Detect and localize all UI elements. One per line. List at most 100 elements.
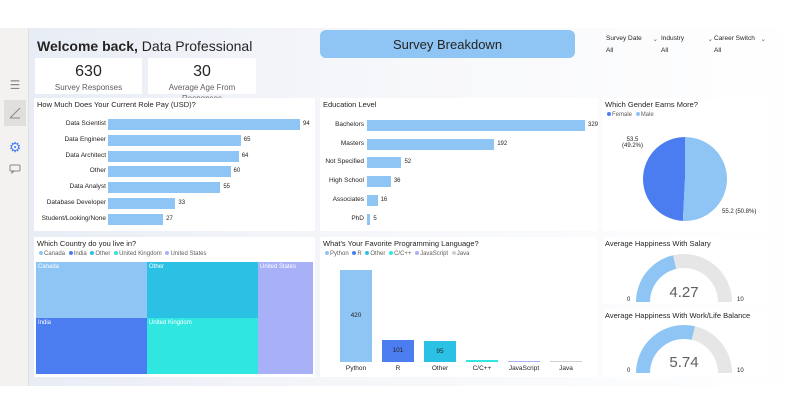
kpi-average-age: 30 Average Age From Responses (148, 58, 256, 103)
report-view-icon[interactable] (4, 100, 26, 126)
legend-dot (352, 251, 357, 256)
bar (108, 213, 164, 225)
bar-value-label: 60 (233, 168, 241, 175)
column-value-label: 95 (436, 347, 444, 355)
bar-category-label: Not Specified (325, 158, 364, 166)
bar-value-label: 5 (373, 215, 377, 222)
legend-dot (90, 251, 95, 256)
gauge-value: 5.74 (669, 354, 699, 371)
bar-category-label: High School (328, 177, 364, 185)
column-bar (340, 270, 372, 362)
bar-category-label: Data Architect (65, 151, 106, 159)
gauge-min: 0 (627, 297, 631, 303)
chart-title: How Much Does Your Current Role Pay (USD… (37, 100, 196, 109)
kpi-value: 30 (193, 63, 211, 80)
legend-dot (325, 251, 329, 256)
chart-legend: Canada India Other United Kingdom United… (37, 251, 206, 257)
bar (108, 182, 221, 194)
column-category-label: Other (431, 365, 449, 372)
legend-dot (365, 251, 370, 256)
bar-value-label: 27 (166, 215, 173, 222)
happiness-salary-gauge (636, 254, 732, 302)
bar (108, 119, 300, 130)
bar (367, 157, 402, 169)
legend-dot (635, 112, 640, 117)
pie-slice-female[interactable] (643, 137, 685, 221)
chart-title: Which Country do you live in? (37, 239, 137, 248)
column-value-label: 420 (350, 312, 362, 319)
nav-rail: ☰ ⚙ (0, 28, 29, 386)
chevron-down-icon: ⌄ (652, 36, 658, 43)
bar-value-label: 52 (404, 159, 412, 166)
bar-category-label: PhD (351, 214, 364, 222)
happiness-salary-card[interactable]: Average Happiness With Salary (602, 237, 768, 304)
gauge-min: 0 (627, 368, 631, 374)
kpi-value: 630 (75, 63, 102, 80)
gauge-track (673, 254, 732, 302)
bar-category-label: Student/Looking/None (41, 214, 106, 222)
column-category-label: JavaScript (508, 365, 540, 372)
bar-category-label: Masters (340, 139, 364, 147)
treemap-tile-other[interactable]: Other (147, 262, 258, 318)
chart-title: What's Your Favorite Programming Languag… (323, 239, 479, 248)
legend-dot (389, 251, 394, 256)
happiness-wlb-card[interactable]: Average Happiness With Work/Life Balance (602, 309, 768, 377)
legend-dot (165, 251, 170, 256)
bar-category-label: Bachelors (335, 121, 364, 128)
bar-value-label: 64 (241, 152, 249, 159)
pie-label-female: 53.5 (49.2%) (622, 137, 644, 149)
menu-icon[interactable]: ☰ (9, 78, 21, 92)
treemap-tile-united-kingdom[interactable]: United Kingdom (147, 318, 258, 374)
bar (367, 120, 585, 131)
column-category-label: Python (345, 365, 367, 372)
chart-title: Education Level (323, 100, 377, 109)
bar-category-label: Data Analyst (69, 183, 107, 191)
chart-title: Average Happiness With Salary (605, 239, 711, 248)
slicer-survey-date[interactable]: Survey Date ⌄ All (606, 35, 658, 54)
chart-title: Average Happiness With Work/Life Balance (605, 311, 751, 320)
kpi-survey-responses: 630 Survey Responses (35, 58, 142, 94)
chart-title: Which Gender Earns More? (605, 100, 698, 109)
bar (367, 194, 378, 206)
bar-value-label: 55 (223, 184, 231, 191)
treemap-tile-united-states[interactable]: United States (258, 262, 313, 374)
treemap-tile-india[interactable]: India (36, 318, 147, 374)
column-category-label: Java (559, 365, 573, 372)
column-bar (508, 360, 540, 362)
slicer-career-switch[interactable]: Career Switch ⌄ All (714, 35, 766, 54)
bar (108, 134, 241, 146)
column-value-label: 101 (392, 346, 404, 354)
bar-value-label: 94 (303, 121, 310, 127)
bar (367, 176, 391, 188)
bar-category-label: Database Developer (46, 199, 106, 206)
gauge-value: 4.27 (669, 284, 699, 301)
column-category-label: R (395, 365, 401, 372)
column-category-label: C/C++ (472, 365, 492, 372)
bar (108, 198, 176, 209)
bar-value-label: 36 (393, 178, 401, 185)
pie-slice-male[interactable] (682, 137, 727, 221)
legend-dot (415, 251, 420, 256)
comment-icon[interactable] (6, 160, 24, 178)
legend-dot (114, 251, 119, 256)
column-bar (550, 360, 582, 362)
legend-dot (68, 251, 73, 256)
chart-legend: Python R Other C/C++ JavaScript Java (323, 251, 469, 257)
gender-pie-chart (643, 137, 727, 221)
gauge-track (691, 326, 732, 373)
gauge-max: 10 (737, 368, 744, 374)
treemap-tile-canada[interactable]: Canada (36, 262, 147, 318)
bar-category-label: Associates (332, 195, 364, 203)
gauge-fill (636, 255, 677, 302)
legend-dot (39, 251, 43, 256)
chevron-down-icon: ⌄ (760, 36, 766, 43)
gauge-max: 10 (737, 297, 744, 303)
chevron-down-icon: ⌄ (707, 36, 713, 43)
gear-icon[interactable]: ⚙ (8, 138, 22, 155)
slicer-industry[interactable]: Industry ⌄ All (661, 35, 713, 54)
bar (108, 150, 239, 162)
kpi-label: Survey Responses (54, 83, 123, 92)
gauge-fill (636, 325, 696, 373)
legend-dot (451, 251, 456, 256)
bar-category-label: Other (89, 167, 106, 175)
